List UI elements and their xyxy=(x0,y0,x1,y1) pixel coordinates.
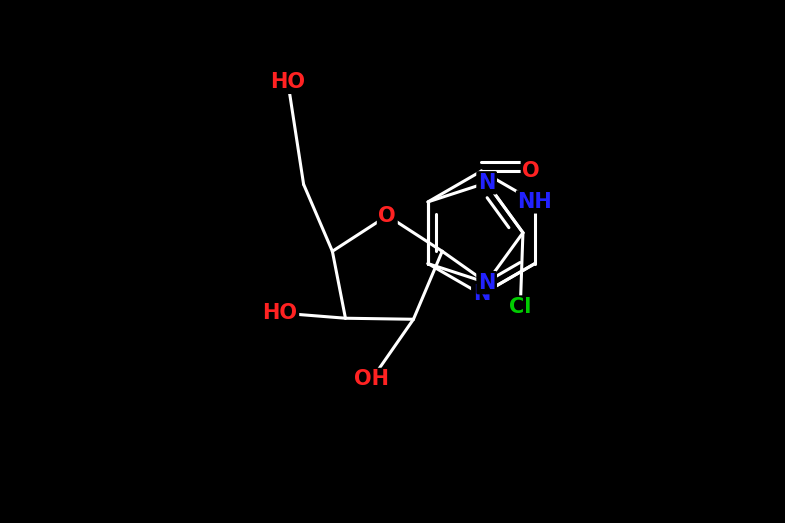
Text: HO: HO xyxy=(262,303,298,323)
Text: N: N xyxy=(478,272,495,293)
Text: N: N xyxy=(473,285,490,304)
Text: N: N xyxy=(478,173,495,193)
Text: NH: NH xyxy=(517,192,552,212)
Text: O: O xyxy=(522,161,540,181)
Text: Cl: Cl xyxy=(509,297,531,317)
Text: HO: HO xyxy=(270,72,305,93)
Text: O: O xyxy=(378,206,396,226)
Text: OH: OH xyxy=(354,369,389,390)
